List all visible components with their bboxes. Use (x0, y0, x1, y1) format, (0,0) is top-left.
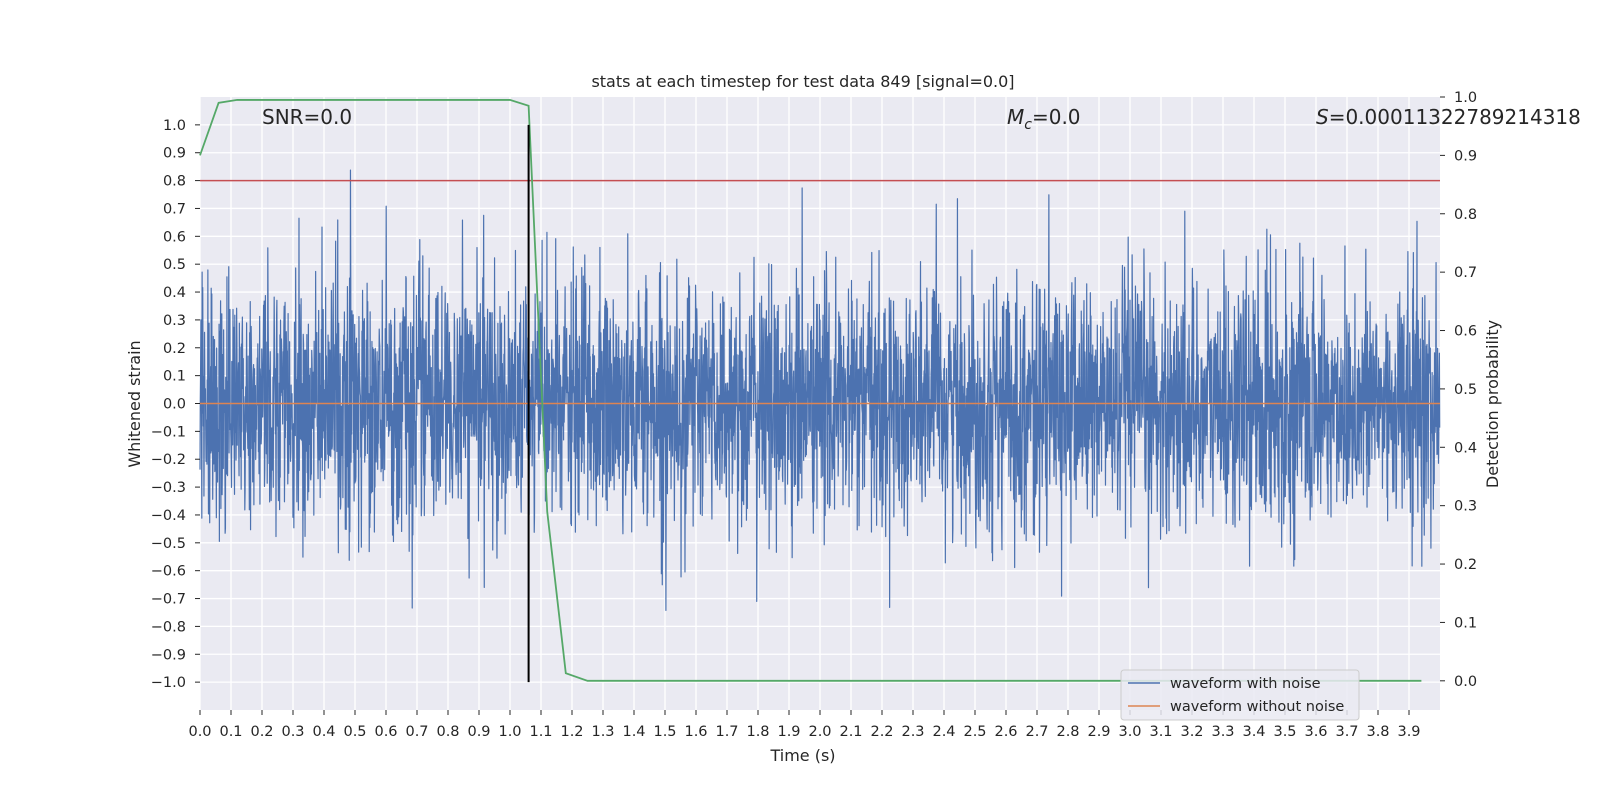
x-tick-label: 1.9 (777, 724, 800, 740)
x-tick-label: 2.4 (932, 724, 955, 740)
y-tick-label: −0.9 (151, 647, 186, 663)
x-tick-label: 2.2 (870, 724, 893, 740)
y-tick-label: 0.7 (163, 201, 186, 217)
y2-tick-label: 0.3 (1454, 499, 1477, 515)
y-axis-label: Whitened strain (125, 340, 144, 467)
x-tick-label: 2.9 (1087, 724, 1110, 740)
chirp-mass-value: =0.0 (1032, 105, 1081, 129)
y2-tick-label: 1.0 (1454, 90, 1477, 106)
x-tick-label: 3.6 (1304, 724, 1327, 740)
y-tick-label: 0.1 (163, 369, 186, 385)
x-tick-label: 1.8 (746, 724, 769, 740)
y2-tick-label: 0.1 (1454, 615, 1477, 631)
x-tick-label: 0.5 (343, 724, 366, 740)
series-detection-probability (199, 99, 1422, 682)
x-tick-label: 1.0 (498, 724, 521, 740)
x-tick-label: 0.4 (312, 724, 335, 740)
x-tick-label: 3.5 (1273, 724, 1296, 740)
y2-tick-label: 0.8 (1454, 207, 1477, 223)
y-tick-label: 0.2 (163, 341, 186, 357)
y2-tick-label: 0.0 (1454, 674, 1477, 690)
y-tick-label: −1.0 (151, 675, 186, 691)
y-tick-label: −0.6 (151, 564, 186, 580)
x-tick-label: 0.9 (467, 724, 490, 740)
x-tick-label: 1.5 (653, 724, 676, 740)
y2-tick-label: 0.5 (1454, 382, 1477, 398)
legend-label-without-noise: waveform without noise (1170, 699, 1344, 715)
y-tick-label: 0.8 (163, 174, 186, 190)
legend: waveform with noise waveform without noi… (1120, 669, 1360, 721)
x-tick-label: 2.5 (963, 724, 986, 740)
y2-tick-label: 0.7 (1454, 265, 1477, 281)
y-tick-label: 0.9 (163, 146, 186, 162)
s-annotation: S=0.00011322789214318 (1316, 105, 1581, 129)
y-tick-label: −0.7 (151, 592, 186, 608)
y-tick-label: 0.6 (163, 229, 186, 245)
x-tick-label: 0.8 (436, 724, 459, 740)
y2-tick-label: 0.9 (1454, 148, 1477, 164)
y-tick-label: −0.4 (151, 508, 186, 524)
x-tick-label: 3.9 (1397, 724, 1420, 740)
x-tick-label: 2.7 (1025, 724, 1048, 740)
series-waveform-with-noise (199, 169, 1441, 611)
s-value: =0.00011322789214318 (1329, 105, 1581, 129)
chirp-mass-symbol: M (1007, 105, 1024, 129)
chart-title: stats at each timestep for test data 849… (591, 72, 1014, 91)
x-tick-label: 2.6 (994, 724, 1017, 740)
legend-box (1120, 669, 1360, 721)
x-tick-label: 2.1 (839, 724, 862, 740)
y2-axis-label: Detection probability (1483, 320, 1502, 488)
y-tick-label: 0.3 (163, 313, 186, 329)
x-tick-label: 3.0 (1118, 724, 1141, 740)
x-tick-label: 3.2 (1180, 724, 1203, 740)
y-tick-label: −0.8 (151, 619, 186, 635)
x-tick-label: 3.8 (1366, 724, 1389, 740)
y-tick-label: 0.0 (163, 397, 186, 413)
x-tick-label: 1.3 (591, 724, 614, 740)
x-tick-label: 2.0 (808, 724, 831, 740)
x-tick-label: 0.6 (374, 724, 397, 740)
x-tick-label: 0.0 (188, 724, 211, 740)
x-tick-label: 0.2 (250, 724, 273, 740)
y2-tick-label: 0.6 (1454, 324, 1477, 340)
y-tick-label: −0.2 (151, 452, 186, 468)
y-tick-label: −0.5 (151, 536, 186, 552)
chirp-mass-annotation: Mc=0.0 (1007, 105, 1081, 133)
x-tick-label: 1.1 (529, 724, 552, 740)
x-tick-label: 1.4 (622, 724, 645, 740)
x-tick-label: 1.6 (684, 724, 707, 740)
x-tick-label: 3.7 (1335, 724, 1358, 740)
x-tick-label: 1.2 (560, 724, 583, 740)
x-tick-label: 3.4 (1242, 724, 1265, 740)
y-tick-label: 0.5 (163, 257, 186, 273)
x-tick-label: 0.7 (405, 724, 428, 740)
x-axis-label: Time (s) (769, 746, 835, 765)
s-symbol: S (1316, 105, 1329, 129)
x-tick-label: 3.1 (1149, 724, 1172, 740)
x-tick-label: 2.3 (901, 724, 924, 740)
x-tick-label: 3.3 (1211, 724, 1234, 740)
x-tick-label: 0.1 (219, 724, 242, 740)
y2-tick-label: 0.2 (1454, 557, 1477, 573)
y2-tick-label: 0.4 (1454, 440, 1477, 456)
y-tick-label: −0.1 (151, 424, 186, 440)
x-tick-label: 0.3 (281, 724, 304, 740)
x-tick-label: 1.7 (715, 724, 738, 740)
y-tick-label: 0.4 (163, 285, 186, 301)
y-tick-label: −0.3 (151, 480, 186, 496)
y-tick-label: 1.0 (163, 118, 186, 134)
x-tick-label: 2.8 (1056, 724, 1079, 740)
snr-annotation: SNR=0.0 (262, 105, 352, 129)
legend-label-with-noise: waveform with noise (1170, 676, 1321, 692)
chirp-mass-subscript: c (1024, 117, 1032, 133)
